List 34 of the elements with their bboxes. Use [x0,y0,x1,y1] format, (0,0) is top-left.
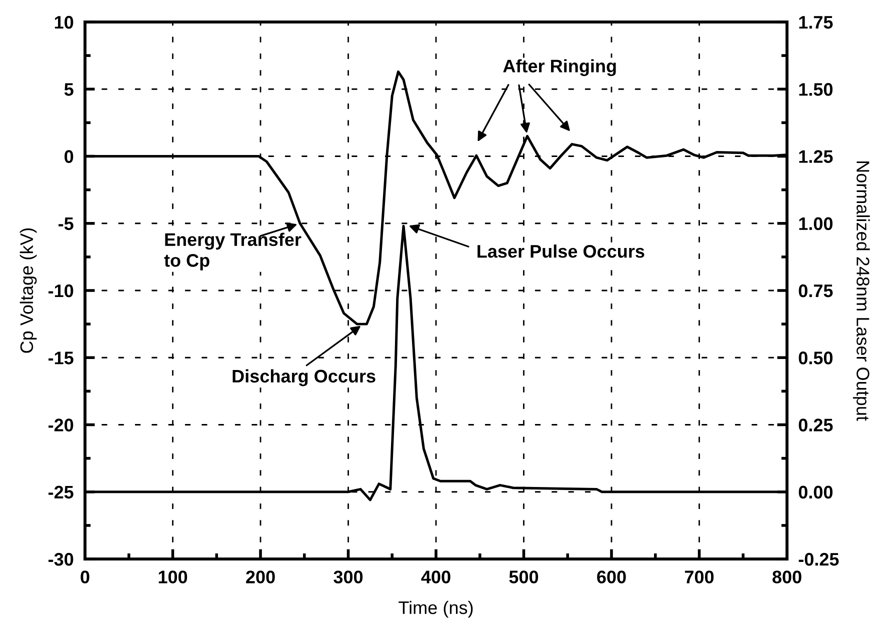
x-axis-title: Time (ns) [398,600,473,618]
x-tick-label: 300 [334,570,363,584]
y-tick-label: 5 [64,83,74,96]
annotation: After Ringing [503,59,616,76]
y2-tick-label: -0.25 [798,552,839,566]
y-tick-label: -20 [48,418,74,432]
x-tick-label: 800 [772,570,802,584]
x-tick-label: 700 [684,570,714,584]
y2-tick-label: 0.00 [798,486,833,499]
y-axis-title: Cp Voltage (kV) [20,228,37,353]
y-tick-label: -15 [48,352,74,364]
y-tick-label: -10 [48,284,74,298]
y2-tick-label: 1.00 [799,217,833,230]
y2-tick-label: 1.75 [799,16,833,29]
y2-tick-label: 0.50 [798,352,833,364]
y2-tick-label: 0.75 [798,284,833,298]
y2-axis-title: Normalized 248nm Laser Output [852,162,870,421]
y2-tick-label: 1.25 [799,150,833,163]
y-tick-label: -30 [48,552,74,566]
y2-tick-label: 0.25 [798,418,833,432]
x-tick-label: 600 [597,570,626,584]
y2-tick-label: 1.50 [799,83,833,96]
x-tick-label: 500 [509,570,538,584]
y-tick-label: 0 [64,150,74,163]
annotation: Laser Pulse Occurs [478,244,644,258]
annotation: Discharg Occurs [232,369,376,386]
x-tick-label: 0 [80,570,90,584]
y-tick-label: -25 [48,486,74,499]
y-tick-label: -5 [58,217,74,230]
annotation: Energy Transfer to Cp [164,232,302,270]
x-tick-label: 400 [421,570,450,584]
y-tick-label: 10 [54,16,74,29]
x-tick-label: 200 [246,570,275,584]
x-tick-label: 100 [158,570,188,584]
